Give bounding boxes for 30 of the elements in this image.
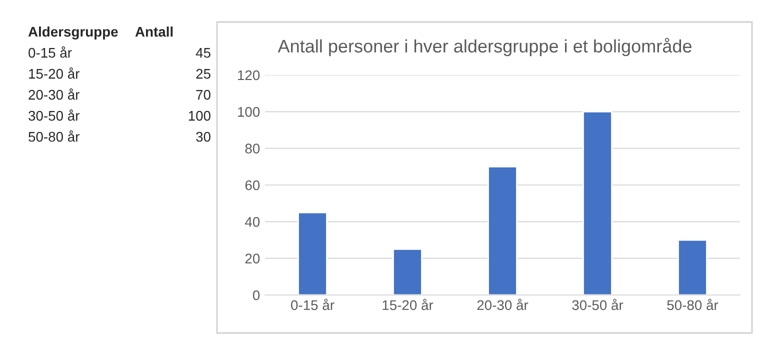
y-tick-label: 60 xyxy=(245,180,260,190)
x-tick-label: 15-20 år xyxy=(382,298,434,310)
text: 25 xyxy=(196,68,210,79)
text: 70 xyxy=(196,90,210,100)
y-tick-label: 20 xyxy=(245,254,260,264)
x-tick-label: 0-15 år xyxy=(291,298,334,310)
y-tick-label: 80 xyxy=(245,144,260,154)
text: 15-20 år xyxy=(29,67,80,79)
bar xyxy=(488,166,518,295)
bar xyxy=(678,239,708,295)
text: 50-80 år xyxy=(28,130,80,142)
text: 20-30 år xyxy=(28,88,80,100)
y-tick-label: 40 xyxy=(245,217,260,227)
text: 0-15 år xyxy=(28,46,72,58)
x-tick-label: 20-30 år xyxy=(477,298,528,310)
text: 30-50 år xyxy=(28,109,80,121)
bar xyxy=(392,248,422,295)
text: 45 xyxy=(196,48,210,58)
text: 30 xyxy=(196,132,210,142)
text: 100 xyxy=(188,110,210,121)
text: Aldersgruppe xyxy=(28,26,118,40)
bar xyxy=(582,110,612,295)
y-tick-label: 120 xyxy=(238,70,260,80)
x-tick-label: 30-50 år xyxy=(572,298,624,310)
bar xyxy=(298,212,328,295)
y-tick-label: 100 xyxy=(238,107,260,117)
y-tick-label: 0 xyxy=(252,290,260,300)
x-tick-label: 50-80 år xyxy=(667,298,718,310)
text: Antall xyxy=(135,26,173,37)
chart-title: Antall personer i hver aldersgruppe i et boligområde xyxy=(278,38,692,56)
